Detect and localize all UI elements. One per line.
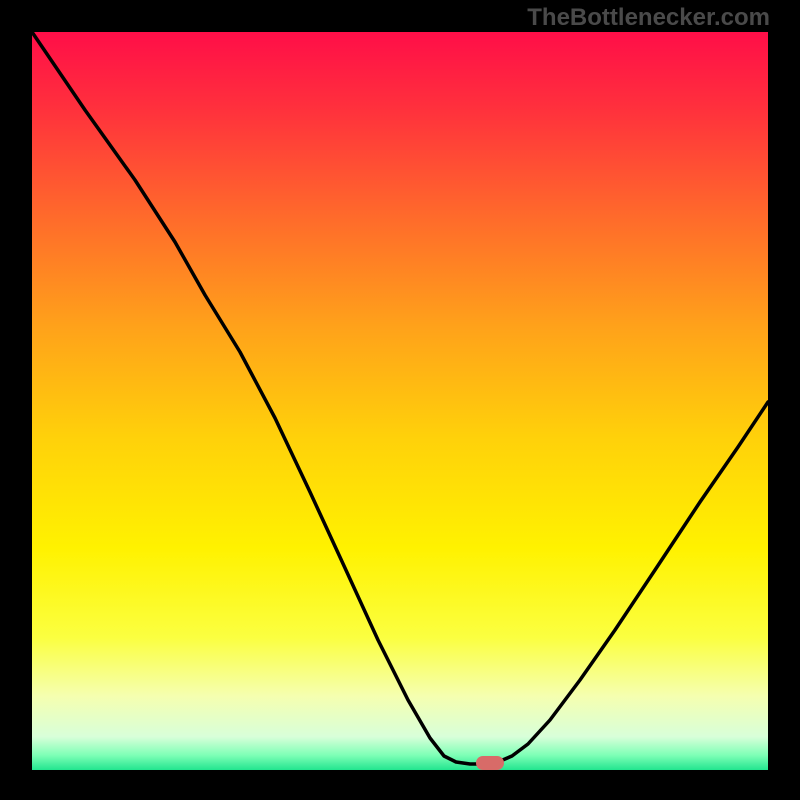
optimum-marker xyxy=(476,756,504,770)
bottleneck-curve xyxy=(32,32,768,764)
chart-container: TheBottlenecker.com xyxy=(0,0,800,800)
curve-overlay xyxy=(0,0,800,800)
watermark-text: TheBottlenecker.com xyxy=(527,4,770,32)
